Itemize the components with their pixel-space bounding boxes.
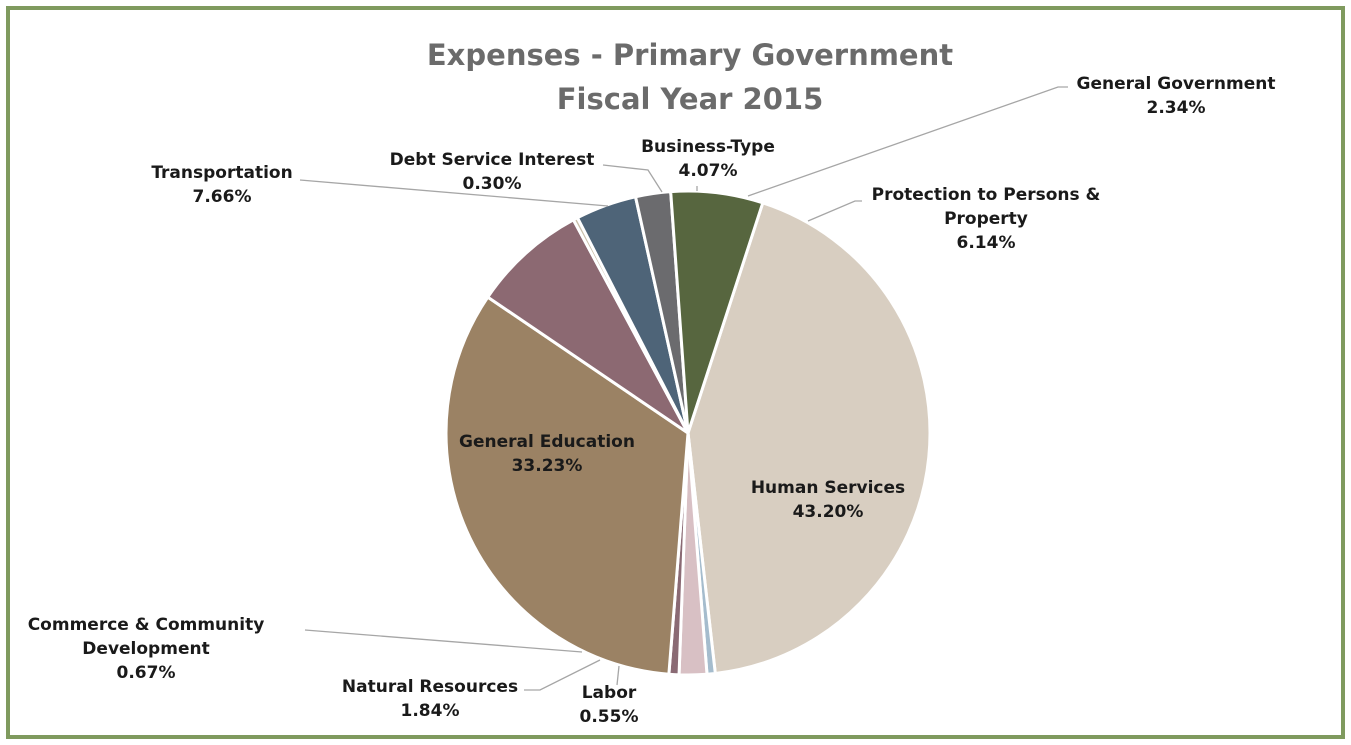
data-label-labor: Labor 0.55%	[580, 683, 639, 727]
chart-title: Expenses - Primary Government	[426, 38, 954, 72]
data-label-human-services: Human Services 43.20%	[751, 478, 905, 522]
data-label-debt-service-interest: Debt Service Interest 0.30%	[390, 150, 595, 194]
leader-line-general-government	[747, 86, 1068, 197]
leader-line-protection-to-persons-property	[807, 200, 862, 222]
pie-slice-transportation	[485, 217, 690, 435]
data-label-protection-to-persons-property: Protection to Persons & Property 6.14%	[872, 185, 1101, 253]
leader-line-labor	[616, 665, 620, 686]
pie-slice-protection-to-persons-property	[669, 189, 765, 434]
leader-line-debt-service-interest	[602, 164, 663, 193]
data-label-general-government: General Government 2.34%	[1077, 74, 1276, 118]
data-label-transportation: Transportation 7.66%	[151, 163, 292, 207]
leader-line-transportation	[299, 179, 609, 207]
leader-line-natural-resources	[524, 659, 601, 691]
data-label-business-type: Business-Type 4.07%	[641, 137, 775, 181]
data-label-commerce-community-development: Commerce & Community Development 0.67%	[28, 615, 265, 683]
pie-slice-human-services	[686, 200, 932, 676]
data-label-natural-resources: Natural Resources 1.84%	[342, 677, 518, 721]
data-label-general-education: General Education 33.23%	[459, 432, 635, 476]
leader-line-commerce-community-development	[304, 629, 583, 653]
pie-slice-general-education	[444, 295, 690, 676]
chart-subtitle: Fiscal Year 2015	[556, 82, 824, 116]
